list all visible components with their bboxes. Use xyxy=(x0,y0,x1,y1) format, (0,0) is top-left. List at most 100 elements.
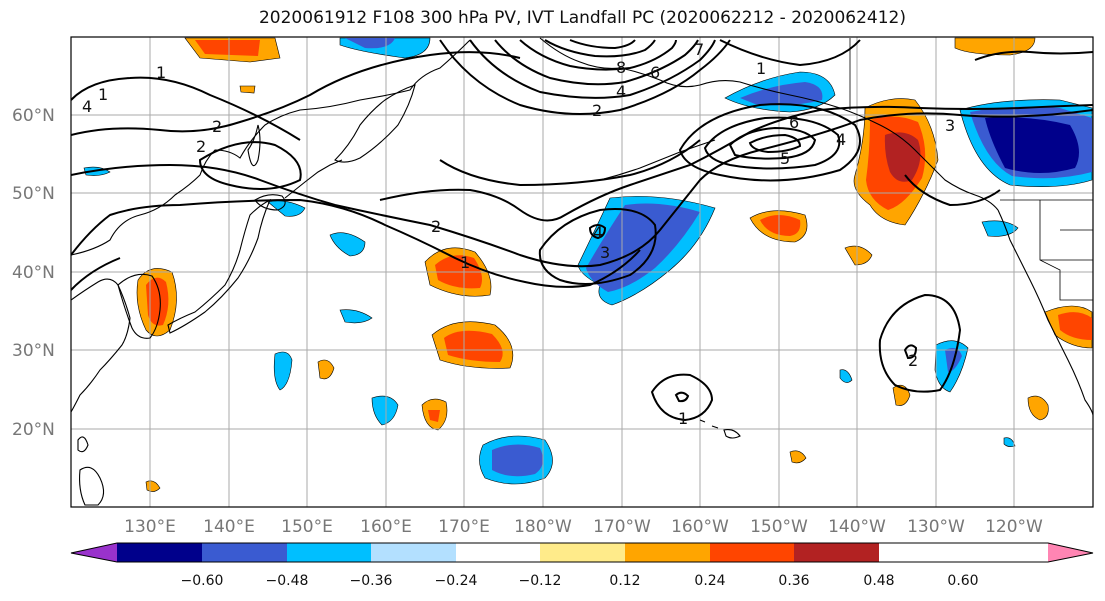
pv-contour xyxy=(439,139,701,187)
us-state-borders xyxy=(1039,200,1093,301)
pv-contour xyxy=(974,50,1093,61)
kamchatka-coastline xyxy=(334,84,416,163)
pv-negative-region xyxy=(371,395,399,426)
colorbar-tick-label: −0.24 xyxy=(435,573,478,589)
pv-contour xyxy=(379,104,1093,222)
contour-label: 6 xyxy=(650,63,660,82)
pv-positive-region xyxy=(892,384,911,406)
colorbar-swatch xyxy=(371,543,456,562)
colorbar-tick-label: −0.36 xyxy=(350,573,393,589)
contour-label: 2 xyxy=(908,351,918,370)
colorbar-ticks: −0.60 −0.48 −0.36 −0.24 −0.12 0.12 0.24 … xyxy=(181,573,979,589)
asia-coastline xyxy=(71,278,131,413)
pv-positive-region xyxy=(317,359,335,380)
pv-contour xyxy=(569,39,636,50)
alaska-coastline xyxy=(539,37,999,211)
north-america-coastline xyxy=(997,209,1093,416)
pv-positive-region xyxy=(239,85,256,94)
pv-positive-region xyxy=(146,277,169,326)
lon-label: 180°W xyxy=(514,517,572,537)
colorbar-tick-label: 0.24 xyxy=(694,573,725,589)
colorbar-tick-label: 0.60 xyxy=(947,573,978,589)
lon-label: 160°W xyxy=(671,517,729,537)
lat-label-40n: 40°N xyxy=(12,263,55,283)
contour-label: 4 xyxy=(836,130,846,149)
contour-label: 4 xyxy=(593,223,603,242)
colorbar-tick-label: −0.60 xyxy=(181,573,224,589)
hokkaido-coastline xyxy=(254,194,286,211)
lon-label: 170°E xyxy=(438,517,490,537)
pv-negative-region xyxy=(345,38,395,49)
pv-contour xyxy=(748,133,802,154)
pv-contour xyxy=(494,39,699,86)
pv-negative-region xyxy=(1003,437,1016,447)
latitude-labels: 60°N 50°N 40°N 30°N 20°N xyxy=(12,106,55,440)
pv-positive-region xyxy=(1058,312,1092,340)
pv-contour xyxy=(519,39,677,71)
lon-label: 130°W xyxy=(907,517,965,537)
pv-contour xyxy=(728,126,817,160)
pv-negative-region xyxy=(981,220,1019,237)
pv-negative-region xyxy=(492,444,544,477)
lon-label: 150°W xyxy=(750,517,808,537)
pv-contour xyxy=(878,293,962,393)
lat-label-30n: 30°N xyxy=(12,341,55,361)
contour-label: 4 xyxy=(616,82,626,101)
pv-contour xyxy=(719,39,861,67)
asia-coastline xyxy=(71,39,471,256)
map-title: 2020061912 F108 300 hPa PV, IVT Landfall… xyxy=(258,8,906,28)
pv-contour xyxy=(703,116,841,170)
pv-contour xyxy=(198,141,302,190)
pv-contour xyxy=(71,76,301,141)
pv-shading xyxy=(83,37,1093,492)
contour-label: 5 xyxy=(780,149,790,168)
colorbar-tick-label: −0.12 xyxy=(519,573,562,589)
contour-label: 6 xyxy=(789,113,799,132)
contour-label: 1 xyxy=(460,253,470,272)
lat-label-60n: 60°N xyxy=(12,106,55,126)
pv-contour xyxy=(678,103,861,182)
pv-positive-region xyxy=(760,215,801,236)
contour-label: 3 xyxy=(945,116,955,135)
lon-label: 140°E xyxy=(203,517,255,537)
sakhalin-coastline xyxy=(247,124,261,167)
pv-contour xyxy=(650,373,714,422)
colorbar-extend-right xyxy=(1048,543,1093,562)
pv-negative-region xyxy=(839,369,853,383)
pv-contour xyxy=(71,257,121,291)
pv-positive-region xyxy=(428,410,440,422)
colorbar-tick-label: 0.36 xyxy=(778,573,809,589)
lon-label: 130°E xyxy=(124,517,176,537)
longitude-labels: 130°E 140°E 150°E 160°E 170°E 180°W 170°… xyxy=(124,517,1043,537)
colorbar-swatch xyxy=(117,543,202,562)
pv-contours xyxy=(71,39,1093,422)
aleutian-islands xyxy=(599,139,716,181)
colorbar-swatch xyxy=(794,543,879,562)
contour-label: 2 xyxy=(212,117,222,136)
contour-label: 2 xyxy=(196,137,206,156)
pv-negative-region xyxy=(586,203,700,292)
hawaii-islands xyxy=(699,419,741,439)
pv-contour xyxy=(71,109,1093,268)
contour-label: 2 xyxy=(431,217,441,236)
taiwan-coastline xyxy=(77,436,89,453)
pv-negative-region xyxy=(329,232,366,257)
contour-label: 2 xyxy=(592,101,602,120)
lon-label: 150°E xyxy=(281,517,333,537)
pv-contour xyxy=(588,224,607,240)
contour-label: 1 xyxy=(156,63,166,82)
pv-positive-region xyxy=(844,245,873,266)
pv-positive-region xyxy=(789,450,807,464)
pv-contour xyxy=(544,39,656,58)
contour-label: 1 xyxy=(98,85,108,104)
pv-contour xyxy=(904,174,1001,207)
colorbar-swatch xyxy=(456,543,540,562)
contour-label: 1 xyxy=(756,59,766,78)
lon-label: 140°W xyxy=(828,517,886,537)
colorbar-tick-label: −0.48 xyxy=(266,573,309,589)
colorbar-tick-label: 0.48 xyxy=(863,573,894,589)
contour-labels: 1 3 4 2 2 1 2 8 6 4 7 2 1 6 5 4 3 2 4 3 … xyxy=(82,40,955,428)
pv-positive-region xyxy=(444,330,503,362)
colorbar-swatch xyxy=(625,543,710,562)
